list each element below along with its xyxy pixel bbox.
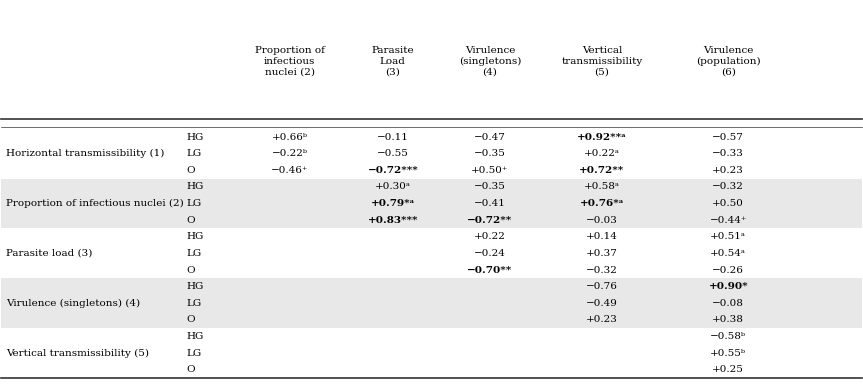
Text: Parasite
Load
(3): Parasite Load (3) (371, 46, 414, 76)
Text: +0.23: +0.23 (712, 166, 744, 175)
Text: O: O (186, 365, 195, 374)
Text: −0.35: −0.35 (474, 149, 506, 158)
Text: O: O (186, 216, 195, 225)
Text: −0.33: −0.33 (712, 149, 744, 158)
Text: −0.76: −0.76 (586, 282, 618, 291)
Text: +0.58ᵃ: +0.58ᵃ (584, 182, 620, 191)
Text: −0.57: −0.57 (712, 133, 744, 142)
Text: +0.25: +0.25 (712, 365, 744, 374)
Text: −0.32: −0.32 (712, 182, 744, 191)
Text: −0.72**: −0.72** (468, 216, 513, 225)
Text: HG: HG (186, 332, 204, 341)
Text: HG: HG (186, 133, 204, 142)
Text: +0.54ᵃ: +0.54ᵃ (710, 249, 746, 258)
Text: Virulence
(population)
(6): Virulence (population) (6) (696, 46, 760, 76)
Text: +0.92**ᵃ: +0.92**ᵃ (576, 133, 627, 142)
Text: +0.50⁺: +0.50⁺ (471, 166, 508, 175)
Text: −0.49: −0.49 (586, 299, 618, 308)
Text: O: O (186, 266, 195, 275)
FancyBboxPatch shape (2, 278, 861, 328)
Text: LG: LG (186, 199, 202, 208)
Text: −0.55: −0.55 (377, 149, 409, 158)
Text: Vertical transmissibility (5): Vertical transmissibility (5) (6, 349, 148, 357)
Text: HG: HG (186, 182, 204, 191)
Text: Parasite load (3): Parasite load (3) (6, 249, 92, 258)
Text: +0.38: +0.38 (712, 315, 744, 324)
Text: −0.26: −0.26 (712, 266, 744, 275)
Text: −0.35: −0.35 (474, 182, 506, 191)
Text: −0.46⁺: −0.46⁺ (271, 166, 308, 175)
Text: Proportion of infectious nuclei (2): Proportion of infectious nuclei (2) (6, 199, 184, 208)
Text: LG: LG (186, 349, 202, 357)
Text: −0.72***: −0.72*** (368, 166, 419, 175)
Text: Virulence (singletons) (4): Virulence (singletons) (4) (6, 299, 140, 308)
Text: −0.24: −0.24 (474, 249, 506, 258)
Text: +0.30ᵃ: +0.30ᵃ (375, 182, 411, 191)
Text: HG: HG (186, 282, 204, 291)
Text: Virulence
(singletons)
(4): Virulence (singletons) (4) (459, 46, 521, 76)
Text: Vertical
transmissibility
(5): Vertical transmissibility (5) (561, 46, 642, 76)
Text: +0.83***: +0.83*** (368, 216, 418, 225)
Text: +0.66ᵇ: +0.66ᵇ (272, 133, 307, 142)
Text: +0.79*ᵃ: +0.79*ᵃ (370, 199, 415, 208)
Text: +0.22ᵃ: +0.22ᵃ (584, 149, 620, 158)
Text: Horizontal transmissibility (1): Horizontal transmissibility (1) (6, 149, 164, 158)
Text: −0.70**: −0.70** (468, 266, 513, 275)
Text: −0.41: −0.41 (474, 199, 506, 208)
Text: −0.11: −0.11 (377, 133, 409, 142)
FancyBboxPatch shape (2, 179, 861, 228)
Text: HG: HG (186, 232, 204, 241)
Text: LG: LG (186, 249, 202, 258)
Text: +0.14: +0.14 (586, 232, 618, 241)
Text: −0.58ᵇ: −0.58ᵇ (710, 332, 746, 341)
Text: −0.47: −0.47 (474, 133, 506, 142)
Text: −0.32: −0.32 (586, 266, 618, 275)
Text: +0.55ᵇ: +0.55ᵇ (710, 349, 746, 357)
Text: +0.37: +0.37 (586, 249, 618, 258)
Text: Proportion of
infectious
nuclei (2): Proportion of infectious nuclei (2) (255, 46, 324, 76)
Text: +0.51ᵃ: +0.51ᵃ (710, 232, 746, 241)
Text: −0.44⁺: −0.44⁺ (709, 216, 747, 225)
Text: LG: LG (186, 149, 202, 158)
Text: −0.08: −0.08 (712, 299, 744, 308)
Text: +0.90*: +0.90* (709, 282, 748, 291)
Text: O: O (186, 166, 195, 175)
Text: +0.76*ᵃ: +0.76*ᵃ (580, 199, 624, 208)
Text: +0.72**: +0.72** (579, 166, 625, 175)
Text: −0.03: −0.03 (586, 216, 618, 225)
Text: +0.50: +0.50 (712, 199, 744, 208)
Text: LG: LG (186, 299, 202, 308)
Text: O: O (186, 315, 195, 324)
Text: +0.23: +0.23 (586, 315, 618, 324)
Text: −0.22ᵇ: −0.22ᵇ (272, 149, 307, 158)
Text: +0.22: +0.22 (474, 232, 506, 241)
